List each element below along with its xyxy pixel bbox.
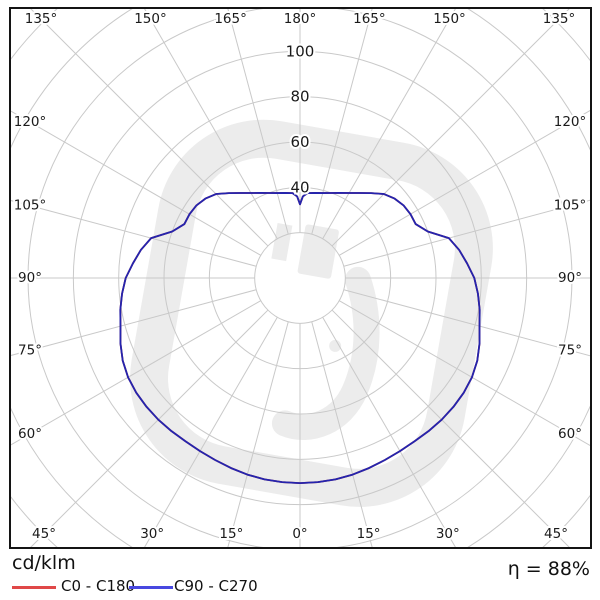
angle-label: 150°	[134, 11, 167, 27]
grid-spoke	[11, 289, 257, 356]
grid-spoke	[311, 321, 373, 547]
ring-value-label: 80	[290, 88, 309, 106]
ring-value-label: 100	[286, 42, 315, 60]
angle-label: 45°	[544, 526, 568, 542]
angle-label: 90°	[558, 270, 582, 286]
grid-spoke	[144, 317, 278, 547]
legend-label-c0-c180: C0 - C180	[61, 577, 136, 595]
grid-spoke	[343, 289, 590, 357]
grid-spoke	[227, 9, 289, 235]
grid-spoke	[339, 109, 590, 256]
ring-value-label: 60	[290, 133, 309, 151]
grid-spoke	[339, 300, 590, 447]
angle-label: 60°	[18, 426, 42, 442]
angle-label: 30°	[140, 526, 164, 542]
angle-label: 0°	[292, 526, 307, 542]
grid-spoke	[311, 9, 373, 235]
angle-label: 120°	[554, 114, 587, 130]
angle-label: 15°	[219, 526, 243, 542]
grid-spoke	[30, 309, 269, 547]
angle-label: 165°	[214, 11, 247, 27]
grid-ring	[254, 232, 346, 324]
legend-line-c90-c270	[129, 586, 173, 589]
grid-spoke	[343, 199, 590, 267]
legend-label-c90-c270: C90 - C270	[174, 577, 258, 595]
grid-spoke	[30, 9, 269, 247]
angle-label: 45°	[32, 526, 56, 542]
ring-value-label: 40	[290, 178, 309, 196]
angle-label: 135°	[25, 11, 58, 27]
curve-c90-c270	[119, 192, 481, 485]
angle-label: 15°	[357, 526, 381, 542]
angle-label: 75°	[558, 342, 582, 358]
grid-spoke	[331, 9, 570, 247]
grid-spoke	[322, 317, 456, 547]
angle-label: 180°	[284, 11, 317, 27]
angle-label: 105°	[554, 198, 587, 214]
angle-label: 30°	[436, 526, 460, 542]
grid-spoke	[11, 300, 261, 446]
angle-label: 105°	[14, 198, 47, 214]
angle-label: 135°	[543, 11, 576, 27]
grid-spoke	[322, 9, 456, 239]
grid-spoke	[11, 200, 257, 267]
watermark-logo	[130, 119, 493, 507]
legend-line-c0-c180	[12, 586, 56, 589]
efficiency-value: η = 88%	[507, 558, 590, 580]
angle-label: 165°	[353, 11, 386, 27]
angle-label: 90°	[18, 270, 42, 286]
grid-spoke	[144, 9, 278, 239]
angle-label: 75°	[18, 342, 42, 358]
plot-border	[9, 7, 592, 549]
grid-spoke	[11, 110, 261, 256]
grid-spoke	[331, 309, 570, 547]
angle-label: 60°	[558, 426, 582, 442]
angle-label: 150°	[433, 11, 466, 27]
units-label: cd/klm	[12, 552, 76, 574]
grid-spoke	[227, 321, 289, 547]
angle-label: 120°	[14, 114, 47, 130]
